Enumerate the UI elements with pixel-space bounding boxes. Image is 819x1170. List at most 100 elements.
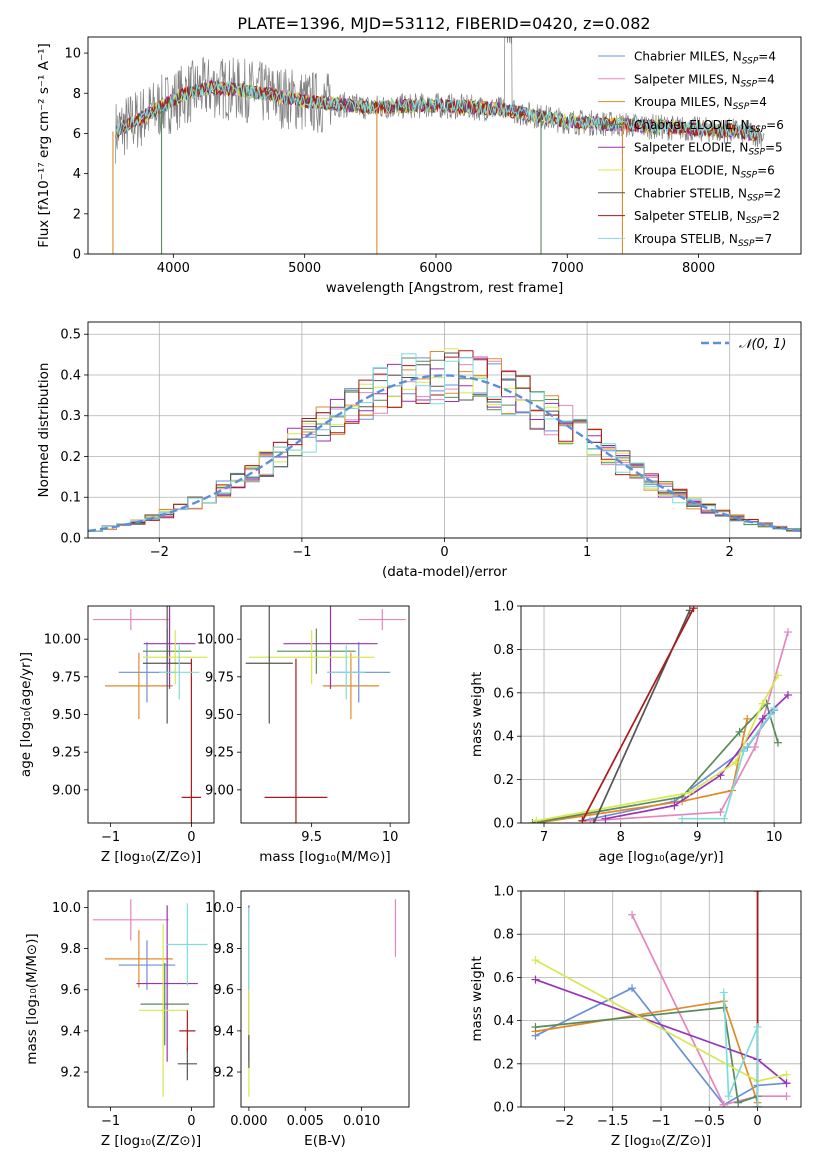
y-tick-label: 9.50: [205, 708, 234, 723]
legend-label-name: Chabrier ELODIE, N: [634, 118, 750, 132]
legend-label: Kroupa ELODIE, NSSP=6: [634, 164, 775, 181]
x-tick-label: −2: [555, 1114, 574, 1129]
y-tick-label: 10.00: [197, 633, 234, 648]
axes-frame: [240, 890, 410, 1108]
y-tick-label: 10.0: [205, 901, 234, 916]
panel-age_vs_Z: −1 0 9.00 9.25 9.50 9.75 10.00 Z [log₁₀(Z/Z⊙)] a…: [18, 605, 215, 865]
y-tick-label: 1.0: [493, 600, 514, 615]
y-tick-label: 9.6: [213, 983, 234, 998]
legend-label-sub: SSP: [741, 79, 758, 89]
weight-line-krou_elodie: [536, 674, 779, 822]
y-tick-label: 0.8: [493, 643, 514, 658]
weight-line-salp_miles: [589, 631, 789, 822]
y-tick-label: 2: [73, 207, 81, 222]
x-tick-label: 2: [726, 545, 734, 560]
y-tick-label: 0.8: [493, 928, 514, 943]
y-tick-label: 9.2: [213, 1066, 234, 1081]
plot-area-residuals: [88, 348, 801, 533]
panel-residuals: −2 −1 0 1 2 0.0 0.1 0.2 0.3 0.4 0.5 (data-model)/er…: [36, 321, 802, 580]
legend-label-count: =6: [766, 118, 784, 132]
legend-label-count: =6: [757, 164, 775, 178]
y-tick-label: 9.4: [213, 1024, 234, 1039]
x-tick-label: −0.5: [693, 1114, 725, 1129]
y-tick-label: 0.0: [493, 817, 514, 832]
figure-title: PLATE=1396, MJD=53112, FIBERID=0420, z=0…: [237, 14, 650, 33]
panel-weight_vs_age: 7 8 9 10 0.0 0.2 0.4 0.6 0.8 1.0 age [log₁₀(age/yr…: [469, 600, 802, 865]
plot-area-spectrum: [112, 37, 765, 254]
legend-label: 𝒩(0, 1): [739, 337, 786, 352]
x-axis-label: E(B-V): [304, 1133, 346, 1149]
y-tick-label: 4: [73, 167, 81, 182]
y-tick-label: 0.2: [60, 450, 81, 465]
x-tick-label: −1: [651, 1114, 670, 1129]
y-tick-label: 9.6: [60, 983, 81, 998]
x-axis-label: wavelength [Angstrom, rest frame]: [326, 280, 564, 296]
y-tick-label: 9.25: [52, 746, 81, 761]
y-tick-label: 0.4: [60, 368, 81, 383]
y-tick-label: 9.8: [60, 942, 81, 957]
x-tick-label: −1: [101, 830, 120, 845]
panel-spectrum: 4000 5000 6000 7000 8000 0 2 4 6 8 10 wavelength [A…: [36, 36, 802, 296]
weight-line-salp_miles: [631, 914, 787, 1106]
plot-area-weight_vs_Z: [531, 891, 791, 1107]
x-tick-label: 9: [693, 830, 701, 845]
x-tick-label: 6000: [419, 261, 452, 276]
y-tick-label: 9.75: [52, 670, 81, 685]
legend-label-sub: SSP: [748, 148, 765, 158]
axes-frame: [520, 605, 802, 824]
weight-line-chab_elodie: [535, 1006, 758, 1104]
y-tick-label: 6: [73, 127, 81, 142]
legend-label-count: =4: [758, 50, 776, 64]
y-tick-label: 1.0: [493, 885, 514, 900]
legend-label-count: =4: [757, 72, 775, 86]
legend-label: Salpeter STELIB, NSSP=2: [634, 209, 780, 226]
axes-frame: [87, 890, 215, 1108]
legend-label-name: Chabrier STELIB, N: [634, 186, 747, 200]
legend-label-sub: SSP: [750, 125, 767, 135]
y-tick-label: 0.4: [493, 730, 514, 745]
x-tick-label: 0: [440, 545, 448, 560]
plot-area-weight_vs_age: [528, 606, 792, 823]
legend-label-name: Kroupa STELIB, N: [634, 232, 738, 246]
y-tick-label: 8: [73, 87, 81, 102]
x-tick-label: −1.5: [597, 1114, 629, 1129]
x-axis-label: (data-model)/error: [382, 564, 508, 580]
legend-label-name: Kroupa ELODIE, N: [634, 164, 741, 178]
legend-label-sub: SSP: [746, 216, 763, 226]
legend-label-count: =4: [749, 95, 767, 109]
legend-label-name: Salpeter ELODIE, N: [634, 141, 748, 155]
y-axis-label: mass weight: [469, 672, 485, 757]
x-tick-label: 0.005: [287, 1114, 324, 1129]
y-axis-label: mass [log₁₀(M/M⊙)]: [24, 933, 40, 1064]
y-tick-label: 9.25: [205, 746, 234, 761]
legend-label-count: =7: [754, 232, 772, 246]
x-tick-label: 4000: [157, 261, 190, 276]
y-tick-label: 9.50: [52, 708, 81, 723]
x-tick-label: 9.5: [301, 830, 322, 845]
weight-line-krou_stelib: [682, 707, 775, 820]
axes-frame: [87, 36, 802, 255]
x-tick-label: 8000: [682, 261, 715, 276]
histogram-krou_stelib: [88, 353, 801, 532]
legend-label-name: Salpeter MILES, N: [634, 72, 741, 86]
y-tick-label: 10.00: [44, 633, 81, 648]
y-axis-label: mass weight: [469, 956, 485, 1041]
x-tick-label: 10: [766, 830, 783, 845]
y-tick-label: 0.2: [493, 773, 514, 788]
legend-label-sub: SSP: [733, 102, 750, 112]
axes-frame: [87, 605, 215, 824]
plot-area-age_vs_mass: [245, 606, 406, 823]
y-axis-label: Flux [fλ10⁻¹⁷ erg cm⁻² s⁻¹ A⁻¹]: [36, 43, 52, 248]
x-tick-label: 1: [583, 545, 591, 560]
x-tick-label: 0: [187, 830, 195, 845]
y-tick-label: 0.5: [60, 328, 81, 343]
weight-line-salp_elodie: [605, 694, 789, 820]
y-tick-label: 9.00: [52, 783, 81, 798]
panel-mass_vs_ebv: 0.000 0.005 0.010 9.2 9.4 9.6 9.8 10.0 E(B-V): [205, 890, 410, 1149]
weight-line-krou_stelib: [722, 992, 759, 1107]
x-axis-label: Z [log₁₀(Z/Z⊙)]: [101, 849, 201, 865]
y-tick-label: 9.4: [60, 1024, 81, 1039]
y-tick-label: 0.2: [493, 1057, 514, 1072]
